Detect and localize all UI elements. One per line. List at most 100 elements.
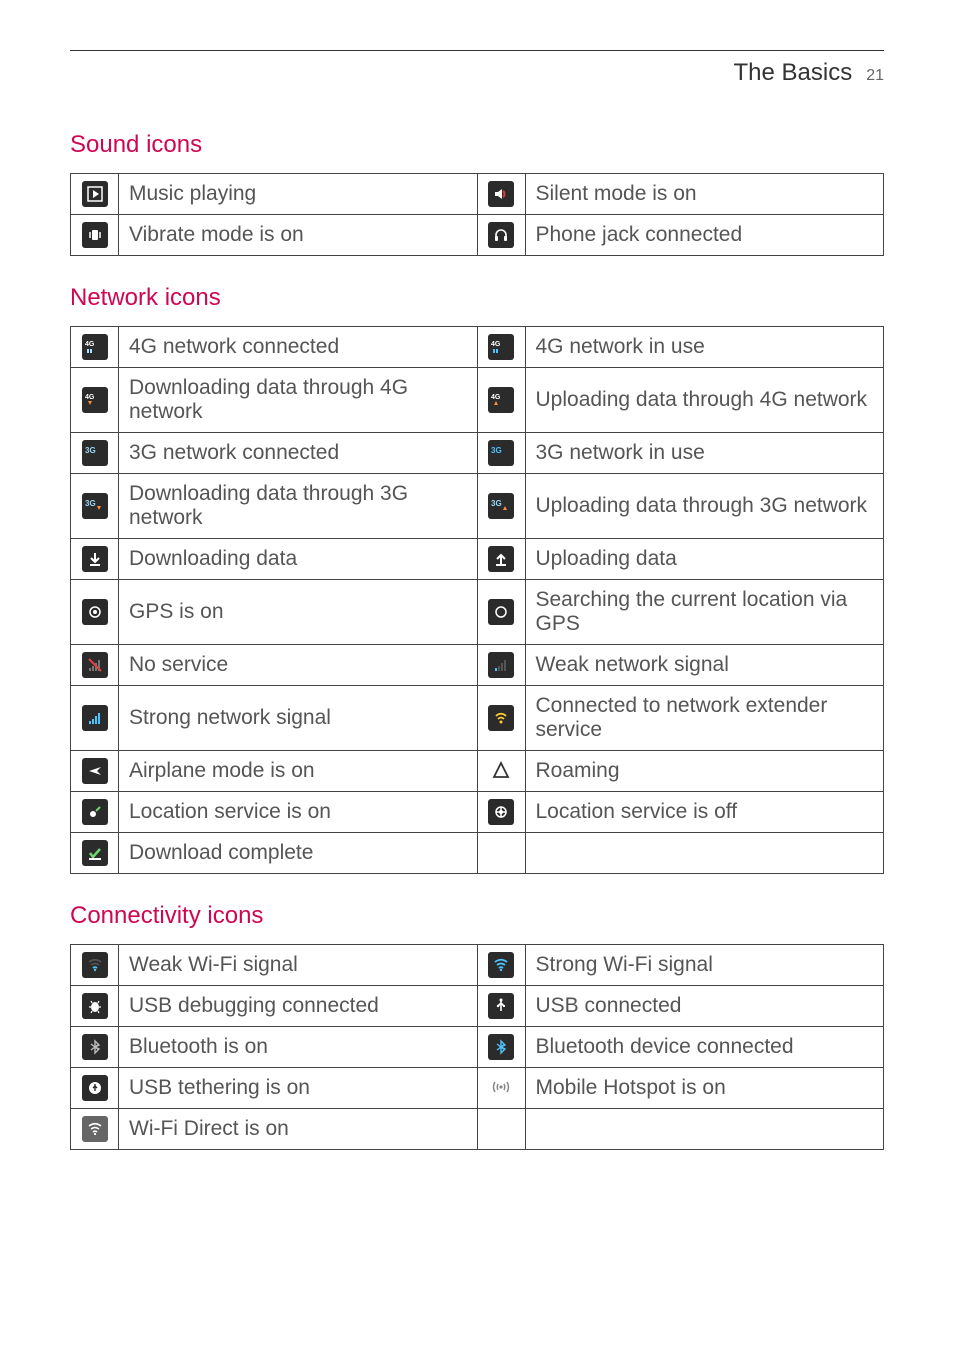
headphones-icon [488,222,514,248]
cell: Searching the current location via GPS [525,580,884,645]
gps-on-icon [82,599,108,625]
cell: 4G network in use [525,327,884,368]
table-row: 3G 3G network connected 3G 3G network in… [71,433,884,474]
cell: 3G network connected [119,433,478,474]
cell: Location service is off [525,792,884,833]
table-row: Airplane mode is on Roaming [71,751,884,792]
table-row: Location service is on Location service … [71,792,884,833]
cell: Wi-Fi Direct is on [119,1109,478,1150]
cell: Uploading data [525,539,884,580]
table-row: 3G Downloading data through 3G network 3… [71,474,884,539]
cell: Connected to network extender service [525,686,884,751]
cell: Phone jack connected [525,215,884,256]
cell: Weak network signal [525,645,884,686]
net-4g-down-icon: 4G [82,387,108,413]
svg-text:4G: 4G [85,341,95,348]
hotspot-icon [488,1074,514,1100]
speaker-mute-icon [488,181,514,207]
location-on-icon [82,799,108,825]
weak-signal-icon [488,652,514,678]
download-complete-icon [82,840,108,866]
roaming-icon [488,757,514,783]
play-icon [82,181,108,207]
table-row: 4G Downloading data through 4G network 4… [71,368,884,433]
cell: Bluetooth is on [119,1027,478,1068]
cell: USB debugging connected [119,986,478,1027]
table-row: Bluetooth is on Bluetooth device connect… [71,1027,884,1068]
net-4g-inuse-icon: 4G [488,334,514,360]
cell: Music playing [119,174,478,215]
bluetooth-icon [82,1034,108,1060]
airplane-icon [82,758,108,784]
cell: 3G network in use [525,433,884,474]
cell: Downloading data through 4G network [119,368,478,433]
sound-table: Music playing Silent mode is on Vibrate … [70,173,884,256]
cell: Weak Wi-Fi signal [119,945,478,986]
cell: Airplane mode is on [119,751,478,792]
net-3g-connected-icon: 3G [82,440,108,466]
net-4g-up-icon: 4G [488,387,514,413]
usb-tether-icon [82,1075,108,1101]
svg-text:3G: 3G [491,446,502,455]
upload-icon [488,546,514,572]
svg-text:3G: 3G [85,499,96,508]
cell: Strong Wi-Fi signal [525,945,884,986]
table-row: Downloading data Uploading data [71,539,884,580]
page-number: 21 [866,67,884,85]
table-row: Download complete [71,833,884,874]
svg-text:3G: 3G [85,446,96,455]
section-title-sound: Sound icons [70,131,884,159]
page-title: The Basics [733,59,852,87]
table-row: USB tethering is on Mobile Hotspot is on [71,1068,884,1109]
cell: Strong network signal [119,686,478,751]
cell: Mobile Hotspot is on [525,1068,884,1109]
cell [525,1109,884,1150]
cell: 4G network connected [119,327,478,368]
table-row: GPS is on Searching the current location… [71,580,884,645]
net-4g-connected-icon: 4G [82,334,108,360]
net-3g-inuse-icon: 3G [488,440,514,466]
section-title-network: Network icons [70,284,884,312]
table-row: Wi-Fi Direct is on [71,1109,884,1150]
svg-text:3G: 3G [491,499,502,508]
connectivity-table: Weak Wi-Fi signal Strong Wi-Fi signal US… [70,944,884,1150]
section-title-connectivity: Connectivity icons [70,902,884,930]
svg-text:4G: 4G [85,394,95,401]
cell [525,833,884,874]
table-row: Vibrate mode is on Phone jack connected [71,215,884,256]
strong-signal-icon [82,705,108,731]
net-3g-up-icon: 3G [488,493,514,519]
table-row: No service Weak network signal [71,645,884,686]
cell: No service [119,645,478,686]
table-row: Music playing Silent mode is on [71,174,884,215]
vibrate-icon [82,222,108,248]
cell: Vibrate mode is on [119,215,478,256]
table-row: 4G 4G network connected 4G 4G network in… [71,327,884,368]
gps-search-icon [488,599,514,625]
cell: Download complete [119,833,478,874]
cell: Uploading data through 4G network [525,368,884,433]
cell: Location service is on [119,792,478,833]
usb-icon [488,993,514,1019]
svg-text:4G: 4G [491,394,501,401]
download-icon [82,546,108,572]
location-off-icon [488,799,514,825]
wifi-strong-icon [488,952,514,978]
table-row: USB debugging connected USB connected [71,986,884,1027]
cell: USB tethering is on [119,1068,478,1109]
cell: Roaming [525,751,884,792]
table-row: Strong network signal Connected to netwo… [71,686,884,751]
cell: Bluetooth device connected [525,1027,884,1068]
network-extender-icon [488,705,514,731]
svg-text:4G: 4G [491,341,501,348]
bluetooth-connected-icon [488,1034,514,1060]
cell: Uploading data through 3G network [525,474,884,539]
no-service-icon [82,652,108,678]
table-row: Weak Wi-Fi signal Strong Wi-Fi signal [71,945,884,986]
cell: USB connected [525,986,884,1027]
net-3g-down-icon: 3G [82,493,108,519]
wifi-direct-icon [82,1116,108,1142]
cell: Silent mode is on [525,174,884,215]
cell: GPS is on [119,580,478,645]
network-table: 4G 4G network connected 4G 4G network in… [70,326,884,874]
